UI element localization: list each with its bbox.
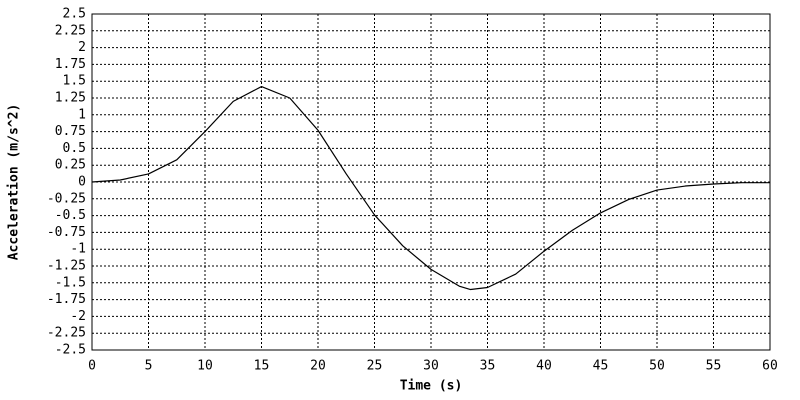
y-tick-label: 2.5 (63, 7, 86, 22)
y-tick-label: 1.75 (55, 57, 86, 72)
y-tick-label: -1 (70, 242, 86, 257)
y-tick-label: -2.25 (47, 326, 86, 341)
y-tick-label: -1.75 (47, 292, 86, 307)
x-tick-label: 35 (480, 359, 496, 374)
y-tick-label: 1 (78, 107, 86, 122)
y-tick-label: -0.25 (47, 191, 86, 206)
x-tick-label: 20 (310, 359, 326, 374)
data-line (91, 85, 770, 291)
x-tick-label: 40 (536, 359, 552, 374)
y-tick-label: 1.5 (63, 74, 86, 89)
y-tick-label: 1.25 (55, 91, 86, 106)
y-tick-label: 0.75 (55, 124, 86, 139)
y-tick-label: 2.25 (55, 23, 86, 38)
y-axis-label: Acceleration (m/s^2) (7, 104, 22, 261)
y-tick-label: 2 (78, 40, 86, 55)
y-tick-label: 0 (78, 175, 86, 190)
x-tick-label: 5 (145, 359, 153, 374)
y-tick-label: -0.5 (55, 208, 86, 223)
x-tick-label: 0 (88, 359, 96, 374)
x-tick-label: 50 (649, 359, 665, 374)
y-tick-label: 0.25 (55, 158, 86, 173)
y-tick-label: 0.5 (63, 141, 86, 156)
x-axis-label: Time (s) (400, 379, 463, 394)
x-tick-label: 60 (762, 359, 778, 374)
x-tick-label: 10 (197, 359, 213, 374)
y-tick-label: -0.75 (47, 225, 86, 240)
y-tick-label: -1.25 (47, 259, 86, 274)
y-tick-label: -1.5 (55, 275, 86, 290)
x-tick-label: 25 (367, 359, 383, 374)
x-tick-label: 30 (423, 359, 439, 374)
x-tick-label: 45 (593, 359, 609, 374)
y-tick-label: -2 (70, 309, 86, 324)
y-tick-label: -2.5 (55, 343, 86, 358)
x-tick-label: 15 (254, 359, 270, 374)
x-tick-label: 55 (706, 359, 722, 374)
